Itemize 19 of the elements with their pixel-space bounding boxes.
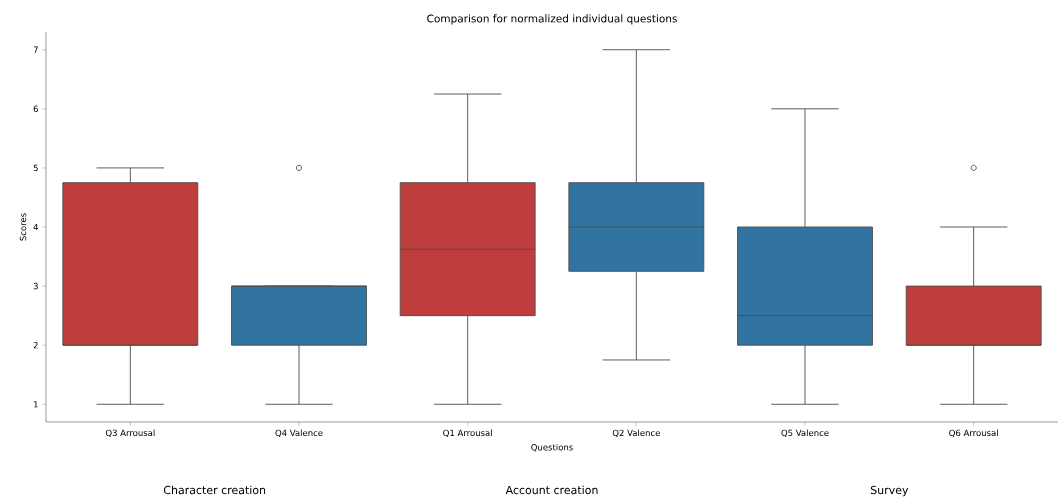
- x-tick-label: Q4 Valence: [275, 429, 323, 438]
- x-tick-label: Q6 Arrousal: [949, 429, 998, 438]
- x-tick-label: Q3 Arrousal: [105, 429, 155, 438]
- x-tick-label: Q5 Valence: [781, 429, 829, 438]
- x-axis-title: Questions: [531, 443, 573, 452]
- x-tick-label: Q2 Valence: [612, 429, 660, 438]
- y-tick-label: 5: [33, 164, 38, 172]
- text: Account creation: [505, 485, 598, 495]
- x-tick-label: Q1 Arrousal: [443, 429, 492, 438]
- text: Character creation: [163, 485, 266, 495]
- y-tick-label: 6: [33, 105, 38, 113]
- y-tick-label: 4: [33, 223, 39, 231]
- text: Survey: [870, 485, 909, 497]
- y-tick-label: 1: [34, 401, 38, 408]
- chart-title: Comparison for normalized individual questions: [427, 14, 677, 25]
- y-axis-title: Scores: [19, 213, 27, 241]
- y-tick-label: 7: [33, 46, 38, 53]
- y-tick-label: 2: [33, 342, 38, 349]
- y-tick-label: 3: [33, 282, 38, 290]
